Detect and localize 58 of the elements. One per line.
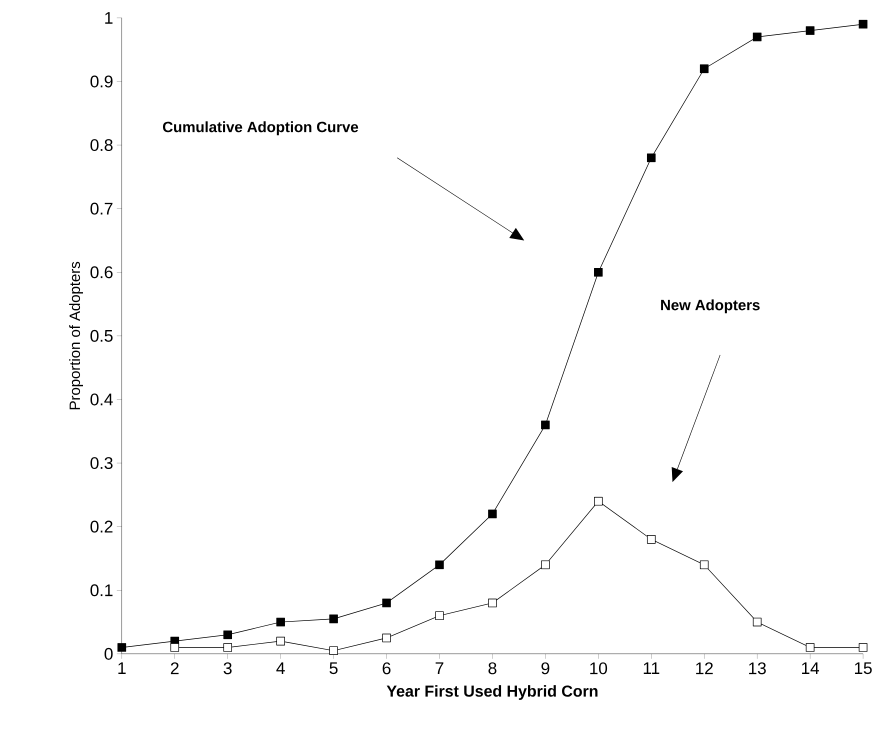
point [117,643,126,652]
point [806,643,814,652]
point [752,618,762,626]
point [594,496,603,506]
point [223,643,232,652]
x-tick-label: 11 [644,662,660,674]
point [170,643,180,652]
point [646,534,656,544]
x-tick-label: 9 [541,662,550,674]
x-tick-label: 14 [802,662,820,674]
point [276,636,285,646]
point [329,614,338,624]
annotation: Cumulative Adoption Curve [162,121,358,136]
point [435,611,444,620]
point [700,560,709,570]
point [806,26,814,35]
x-tick-label: 15 [854,662,872,674]
y-axis-title: Proportion of Adopters [69,262,83,410]
point [752,32,762,42]
point [488,598,497,608]
x-tick-label: 6 [382,662,390,674]
x-tick-label: 12 [696,662,713,674]
x-tick-label: 1 [118,662,126,674]
point [329,646,338,655]
y-tick-label: 0.7 [90,202,112,215]
point [223,630,232,639]
point [488,510,497,518]
point [382,598,391,608]
y-tick-label: 0.2 [90,520,112,533]
x-tick-label: 4 [276,662,285,674]
point [646,153,656,162]
y-tick-label: 0.8 [90,138,113,151]
x-tick-label: 3 [224,662,232,674]
x-tick-label: 10 [590,662,608,674]
y-tick-label: 0.1 [90,584,112,596]
point [382,634,391,642]
x-axis-title: Year First Used Hybrid Corn [386,684,598,700]
point [858,20,868,28]
x-tick-label: 7 [436,662,444,674]
point [435,560,444,570]
point [541,560,550,570]
x-tick-label: 5 [330,662,338,674]
y-tick-label: 0.9 [90,75,113,88]
y-tick-label: 0.3 [90,456,113,469]
x-tick-label: 13 [749,662,766,674]
point [594,268,603,276]
y-tick-label: 0.5 [90,330,113,342]
point [276,618,285,626]
y-tick-label: 0 [104,648,113,660]
point [700,64,709,73]
y-tick-label: 1 [105,12,112,24]
y-tick-label: 0.4 [90,393,113,406]
annotation: New Adopters [661,299,760,314]
point [541,420,550,430]
x-tick-label: 8 [488,662,496,674]
point [858,643,868,652]
y-tick-label: 0.6 [90,266,113,278]
x-tick-label: 2 [170,662,179,674]
